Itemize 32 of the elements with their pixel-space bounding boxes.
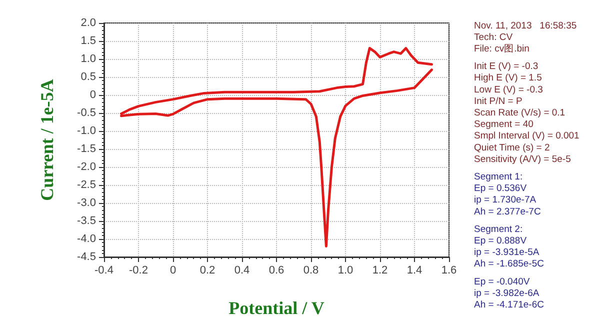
y-tick-label: -4.5: [77, 251, 96, 263]
x-tick-label: -0.2: [129, 264, 148, 276]
x-tick-label: 1.4: [406, 264, 422, 276]
y-tick-label: -0.5: [77, 107, 96, 119]
x-tick-label: -0.4: [94, 264, 114, 276]
y-tick-label: 0: [90, 89, 96, 101]
x-axis-title: Potential / V: [228, 298, 324, 318]
x-tick-label: 1.2: [372, 264, 388, 276]
y-axis-title: Current / 1e-5A: [37, 79, 57, 201]
y-tick-label: 1.5: [80, 35, 96, 47]
y-tick-label: -1.0: [77, 125, 96, 137]
text: Ep = -0.040V ip = -3.982e-6A Ah = -4.171e-6C: [474, 276, 544, 310]
y-tick-label: -3.0: [77, 197, 96, 209]
text: Nov. 11, 2013 16:58:35 Tech: CV File: cv图.bin: [474, 20, 577, 54]
x-tick-label: 1.6: [441, 264, 457, 276]
text: Segment 2: Ep = 0.888V ip = -3.931e-5A Ah = -1.685e-5C: [474, 224, 544, 270]
y-tick-label: 1.0: [80, 53, 96, 65]
y-tick-label: -1.5: [77, 143, 96, 155]
text: Segment 1: Ep = 0.536V ip = 1.730e-7A Ah = 2.377e-7C: [474, 172, 541, 218]
x-tick-label: 1.0: [338, 264, 354, 276]
x-tick-label: 0: [170, 264, 176, 276]
x-tick-label: 0.8: [303, 264, 319, 276]
y-tick-label: -2.0: [77, 161, 96, 173]
y-tick-label: 0.5: [80, 71, 96, 83]
x-tick-label: 0.2: [200, 264, 216, 276]
x-tick-label: 0.6: [268, 264, 284, 276]
y-tick-label: -2.5: [77, 179, 96, 191]
x-tick-label: 0.4: [234, 264, 250, 276]
y-tick-label: -3.5: [77, 215, 96, 227]
y-tick-label: -4.0: [77, 233, 96, 245]
y-tick-label: 2.0: [80, 17, 96, 29]
text: Init E (V) = -0.3 High E (V) = 1.5 Low E (V) = -0.3 Init P/N = P Scan Rate (V/s) = 0.1 Segment = 40 Smpl Interval (V) = 0.001 Quiet Time (s) = 2 Sensitivity (A/V) = 5e-5: [474, 61, 580, 165]
